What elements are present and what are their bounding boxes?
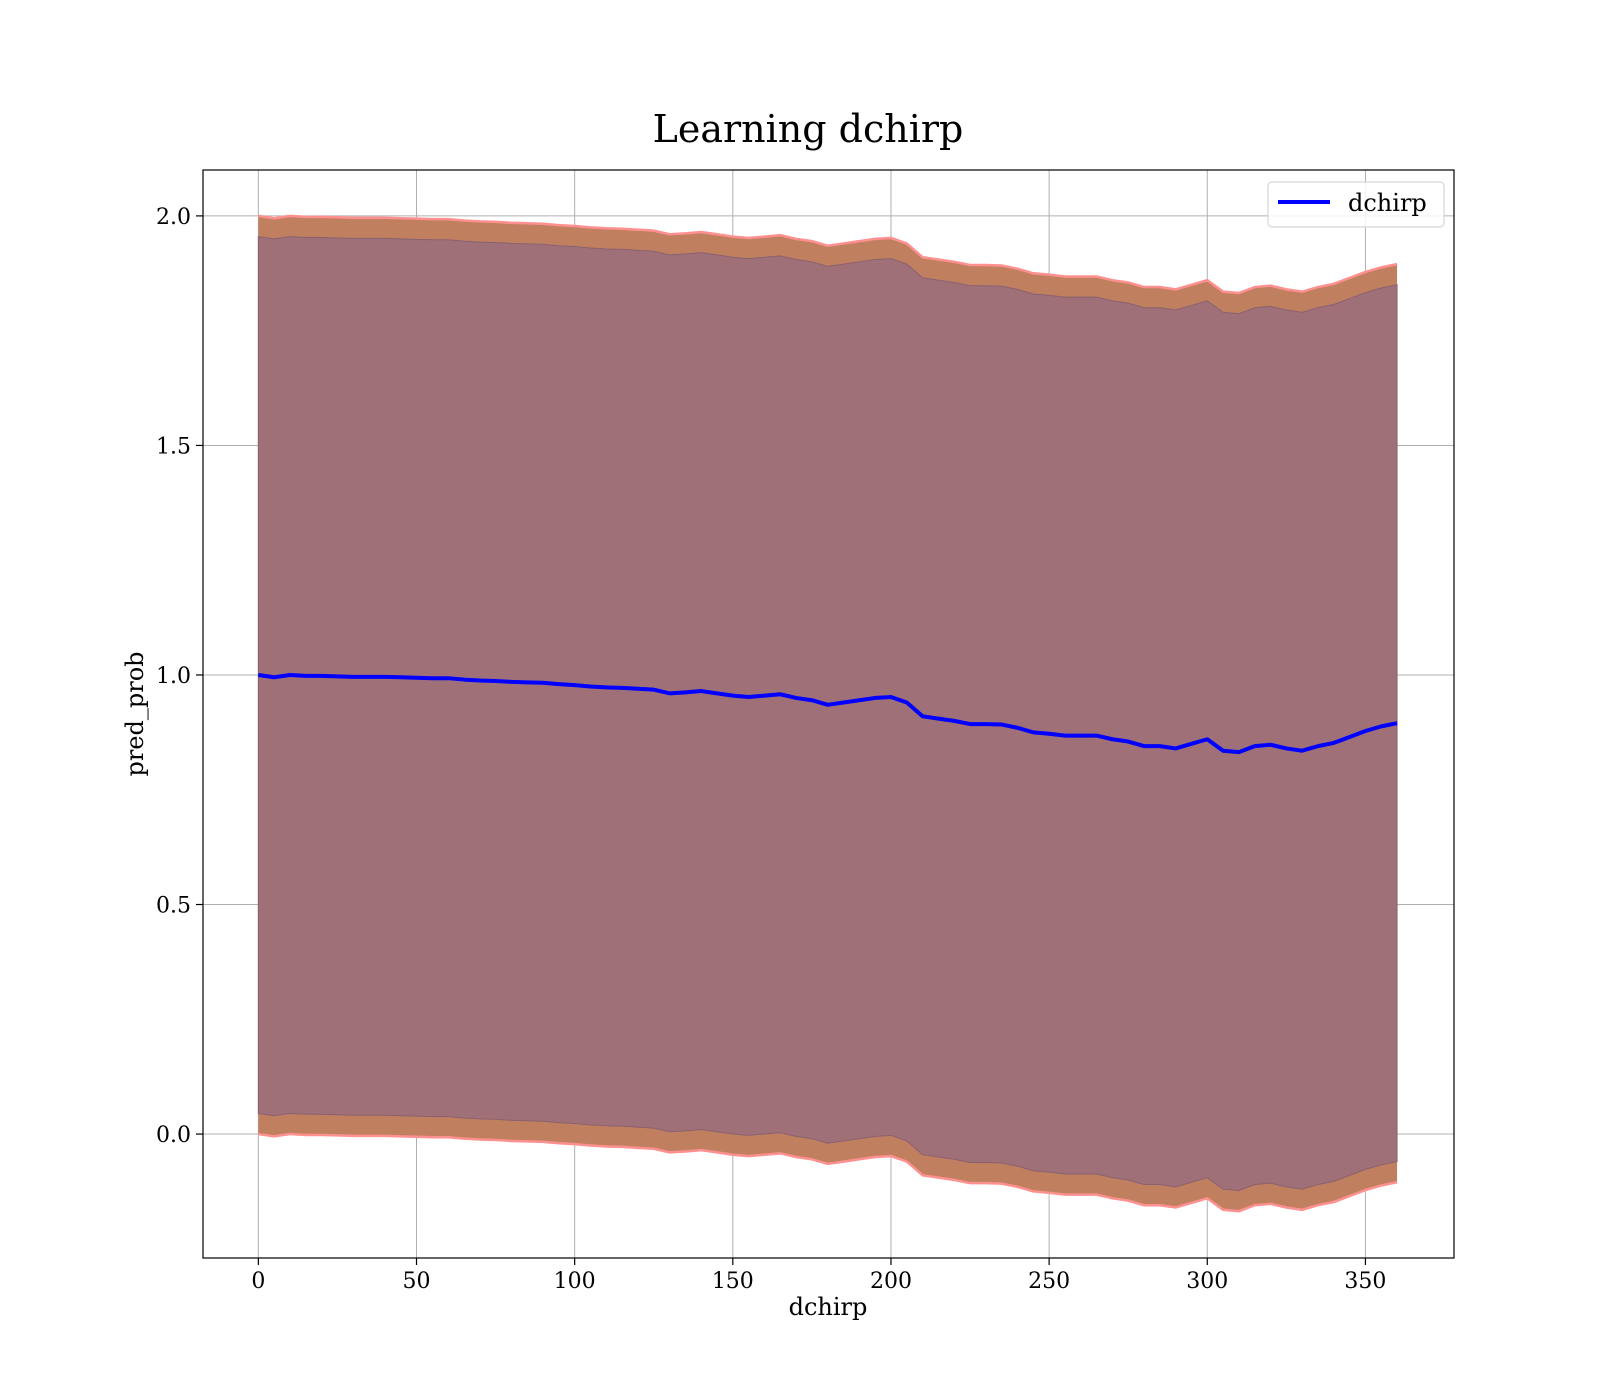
inner-band — [257, 235, 1398, 1192]
x-tick-label: 100 — [554, 1269, 596, 1294]
x-axis-label: dchirp — [789, 1293, 868, 1321]
x-tick-label: 150 — [712, 1269, 754, 1294]
legend-box — [1267, 181, 1445, 228]
outer-band-lower-edge — [258, 1132, 1398, 1213]
x-tick-label: 0 — [251, 1269, 265, 1294]
chart-title: Learning dchirp — [653, 107, 964, 151]
legend-entry-label: dchirp — [1348, 189, 1427, 217]
y-axis-label: pred_prob — [121, 651, 149, 776]
y-tick-label: 2.0 — [156, 205, 191, 230]
series-lines — [258, 672, 1398, 755]
uncertainty-bands — [257, 214, 1398, 1213]
x-tick-label: 250 — [1028, 1269, 1070, 1294]
y-tick-label: 1.0 — [156, 664, 191, 689]
x-tick-label: 50 — [403, 1269, 431, 1294]
x-tick-label: 300 — [1186, 1269, 1228, 1294]
x-tick-label: 350 — [1344, 1269, 1386, 1294]
y-tick-label: 0.0 — [156, 1123, 191, 1148]
outer-band-upper-edge — [258, 214, 1398, 295]
y-tick-label: 1.5 — [156, 434, 191, 459]
y-tick-label: 0.5 — [156, 894, 191, 919]
plot-frame — [202, 169, 1455, 1259]
legend: dchirp — [1267, 181, 1445, 228]
x-tick-label: 200 — [870, 1269, 912, 1294]
series-line-dchirp — [258, 672, 1398, 755]
axis-ticks: 0 50 100 150 200 250 300 350 0.0 0.5 1.0 1.5 2.0 — [156, 205, 1386, 1294]
